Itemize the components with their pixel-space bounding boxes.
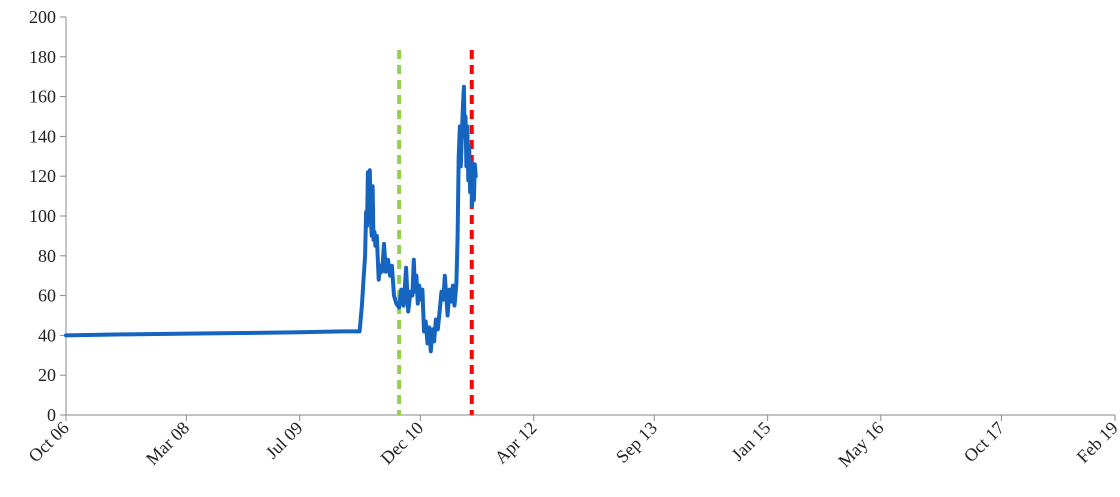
x-tick-label: Oct 17 [960,418,1008,466]
y-tick-label: 80 [38,246,56,266]
y-tick-label: 140 [29,126,56,146]
y-tick-label: 0 [47,405,56,425]
event-markers [397,50,474,415]
x-tick-label: Sep 13 [612,418,661,467]
y-tick-label: 120 [29,166,56,186]
x-tick-label: Dec 10 [377,418,428,469]
y-tick-label: 100 [29,206,56,226]
y-tick-label: 160 [29,87,56,107]
y-tick-label: 180 [29,47,56,67]
y-tick-label: 40 [38,325,56,345]
x-tick-label: Jul 09 [262,418,307,463]
x-axis: Oct 06 Mar 08 Jul 09 Dec 10 Apr 12 Sep 13 Jan … [24,414,1120,471]
x-tick-label: Apr 12 [491,418,541,468]
y-axis: 0 20 40 60 80 100 120 140 160 180 200 [29,7,67,425]
x-tick-label: Jan 15 [727,418,774,465]
x-tick-label: Mar 08 [142,418,193,469]
y-tick-label: 60 [38,286,56,306]
y-tick-label: 20 [38,365,56,385]
series-group [64,84,478,354]
x-tick-label: May 16 [834,418,887,471]
series-line-1 [64,84,478,354]
y-tick-label: 200 [29,7,56,27]
x-tick-label: Feb 19 [1073,418,1120,467]
